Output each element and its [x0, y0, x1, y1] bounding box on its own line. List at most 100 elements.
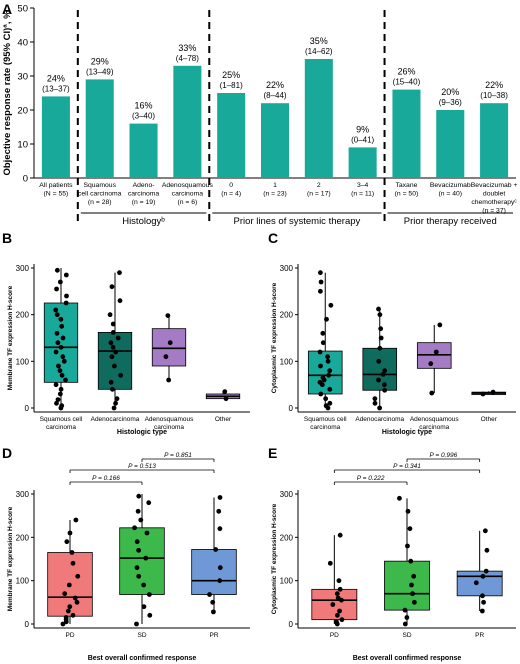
x-tick-label: carcinoma: [172, 191, 204, 198]
x-tick-label: PD: [65, 632, 74, 639]
data-point: [108, 379, 114, 385]
box: [307, 350, 343, 395]
data-point: [429, 390, 435, 396]
group-label: Histologyᵇ: [122, 216, 165, 227]
data-point: [67, 530, 73, 536]
data-point: [372, 400, 378, 406]
bar: [260, 103, 290, 178]
data-point: [334, 619, 339, 625]
bar-ci-label: (10–38): [480, 91, 508, 100]
y-axis-label: Objective response rate (95% CI)ª, %: [2, 10, 13, 176]
data-point: [411, 573, 417, 579]
data-point: [377, 345, 383, 351]
data-point: [138, 517, 144, 523]
box: [151, 328, 187, 367]
data-point: [410, 591, 415, 597]
data-point: [222, 389, 228, 395]
data-point: [53, 349, 59, 355]
data-point: [217, 526, 223, 532]
data-point: [107, 312, 113, 318]
data-point: [323, 403, 329, 409]
x-tick-label: carcinoma: [128, 191, 160, 198]
data-point: [111, 405, 117, 411]
y-tick-label: 0: [289, 404, 294, 413]
data-point: [397, 495, 402, 501]
bar-ci-label: (3–40): [132, 112, 155, 121]
data-point: [317, 349, 323, 355]
y-tick-label: 300: [280, 264, 294, 273]
data-point: [217, 578, 223, 584]
data-point: [54, 330, 60, 336]
data-point: [334, 591, 340, 597]
data-point: [223, 396, 229, 402]
y-tick-label: 0: [25, 620, 30, 629]
box: [97, 331, 133, 390]
data-point: [376, 306, 381, 312]
data-point: [110, 330, 116, 335]
bar-value-label: 29%: [91, 56, 109, 66]
data-point: [404, 615, 410, 620]
y-tick-label: 200: [280, 311, 294, 320]
group-label: Prior lines of systemic therapy: [234, 216, 361, 227]
x-tick-label: Adenosquamous: [410, 416, 460, 423]
data-point: [480, 573, 486, 579]
bar: [348, 147, 377, 178]
x-tick-label: Squamous cell: [40, 416, 83, 423]
data-point: [376, 377, 381, 383]
data-point: [327, 386, 333, 392]
bar-ci-label: (9–36): [439, 98, 462, 107]
box-plot-membrane-histology: 0 100 200 300 Membrane TF expression H-score…: [7, 264, 250, 436]
data-point: [320, 375, 326, 381]
x-tick-label: Squamous: [83, 182, 116, 189]
p-value-label: P = 0.851: [164, 452, 192, 459]
data-point: [111, 363, 117, 369]
data-point: [217, 495, 223, 500]
x-tick-label: (N = 55): [44, 191, 69, 198]
y-tick-label: 100: [280, 357, 294, 366]
data-point: [113, 349, 118, 355]
x-tick-label: All patients: [39, 182, 73, 189]
data-point: [65, 608, 71, 614]
data-point: [324, 316, 329, 322]
bar: [129, 123, 158, 178]
box: [191, 549, 237, 595]
y-tick-label: 100: [16, 357, 30, 366]
x-tick-label: (n = 28): [88, 199, 112, 206]
bar: [85, 79, 114, 178]
x-tick-label: PR: [475, 632, 484, 639]
x-tick-label: (n = 11): [351, 191, 374, 198]
x-tick-label: 3–4: [357, 182, 369, 189]
data-point: [335, 612, 340, 618]
data-point: [323, 396, 329, 402]
x-tick-label: Adenocarcinoma: [355, 416, 404, 423]
x-tick-label: SD: [137, 632, 146, 639]
data-point: [405, 543, 410, 549]
data-point: [110, 344, 116, 350]
data-point: [118, 372, 124, 378]
data-point: [377, 405, 383, 411]
x-tick-label: Other: [481, 416, 498, 423]
data-point: [318, 279, 324, 285]
y-tick-label: 300: [280, 490, 294, 499]
bar-ci-label: (15–40): [393, 78, 421, 87]
x-axis-label: Histologic type: [117, 429, 167, 436]
bar-value-label: 26%: [397, 67, 415, 77]
bar-value-label: 9%: [356, 124, 369, 134]
data-point: [408, 558, 414, 564]
data-point: [317, 288, 323, 294]
data-point: [59, 323, 65, 329]
bar-ci-label: (13–49): [86, 67, 114, 76]
bar-value-label: 24%: [47, 73, 65, 83]
data-point: [210, 599, 216, 605]
data-point: [378, 335, 384, 341]
data-point: [56, 363, 61, 369]
data-point: [326, 372, 332, 378]
data-point: [380, 372, 386, 377]
y-tick-label: 200: [16, 311, 30, 320]
data-point: [320, 330, 326, 336]
x-tick-label: 0: [229, 182, 233, 189]
data-point: [53, 307, 59, 313]
